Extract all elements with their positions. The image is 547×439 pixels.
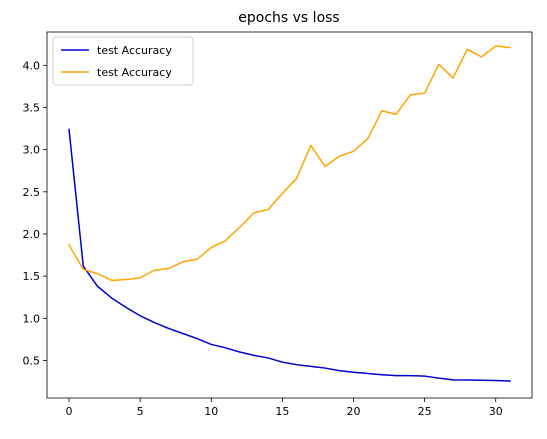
chart-title: epochs vs loss — [238, 10, 339, 26]
legend-label: test Accuracy — [97, 44, 172, 57]
series-layer — [68, 45, 511, 382]
series-line-1 — [68, 45, 511, 282]
legend-label: test Accuracy — [97, 66, 172, 79]
y-tick-label: 2.0 — [23, 228, 41, 241]
plot-area — [46, 31, 533, 399]
x-tick-label: 0 — [66, 405, 73, 418]
y-tick-label: 0.5 — [23, 354, 41, 367]
legend-box — [52, 36, 194, 86]
x-tick-label: 25 — [418, 405, 432, 418]
y-tick-label: 1.5 — [23, 270, 41, 283]
y-axis: 0.5 1.0 1.5 2.0 2.5 3.0 3.5 4.0 — [23, 59, 47, 367]
y-tick-label: 3.0 — [23, 144, 41, 157]
y-tick-label: 1.0 — [23, 312, 41, 325]
plot-frame — [46, 31, 533, 399]
y-tick-label: 3.5 — [23, 101, 41, 114]
y-tick-label: 2.5 — [23, 186, 41, 199]
y-tick-label: 4.0 — [23, 59, 41, 72]
x-tick-label: 20 — [347, 405, 361, 418]
x-tick-label: 30 — [489, 405, 503, 418]
x-tick-label: 15 — [275, 405, 289, 418]
series-line-0 — [68, 128, 511, 382]
x-tick-label: 10 — [204, 405, 218, 418]
legend: test Accuracy test Accuracy — [52, 36, 194, 86]
x-tick-label: 5 — [137, 405, 144, 418]
x-axis: 0 5 10 15 20 25 30 — [66, 398, 503, 418]
